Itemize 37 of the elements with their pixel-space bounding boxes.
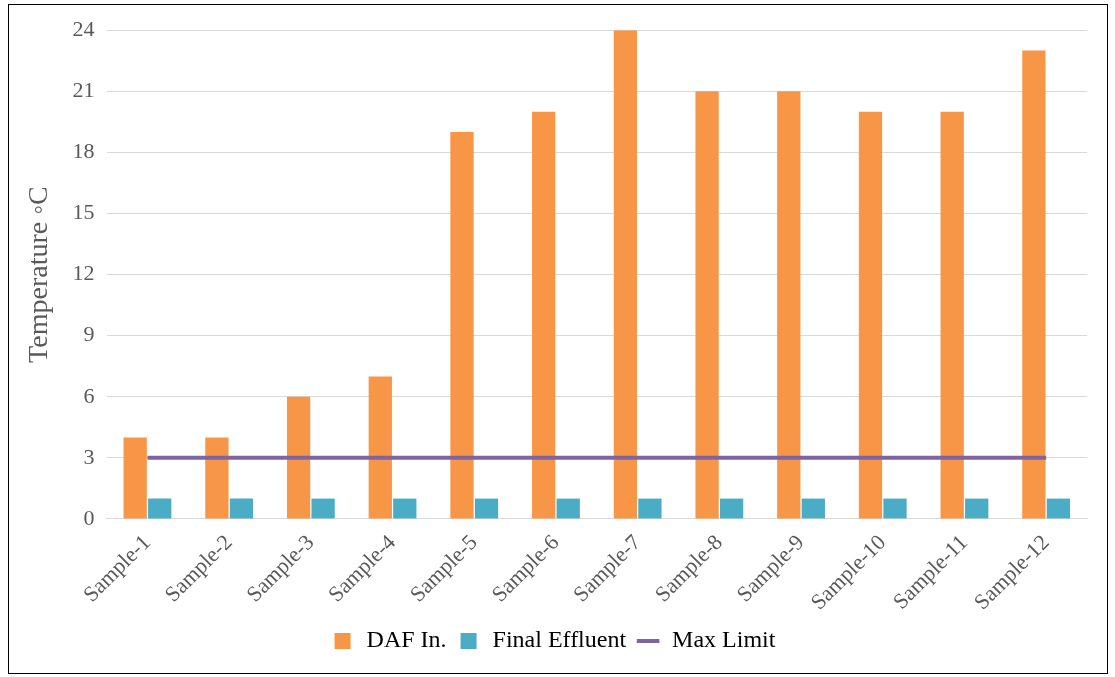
bar — [719, 498, 744, 519]
y-tick-label: 9 — [83, 321, 95, 347]
y-tick-label: 3 — [83, 443, 95, 469]
bar — [1046, 498, 1071, 519]
y-tick-label: 18 — [72, 138, 95, 164]
bar — [1022, 50, 1046, 519]
bar — [286, 396, 311, 519]
bar — [801, 498, 825, 519]
bar — [474, 498, 499, 519]
y-axis-title: Temperature ◦C — [22, 186, 54, 363]
y-tick-label: 15 — [72, 199, 95, 225]
y-tick-label: 0 — [83, 504, 95, 530]
bar — [613, 30, 638, 519]
bar — [556, 498, 580, 519]
bar — [695, 91, 719, 519]
bar — [311, 498, 335, 519]
bar — [532, 111, 556, 519]
bar — [940, 111, 964, 519]
bar — [858, 111, 883, 519]
y-tick-label: 6 — [83, 382, 95, 408]
bar — [148, 498, 172, 519]
legend-label: Max Limit — [672, 626, 776, 653]
bar — [229, 498, 254, 519]
y-tick-label: 21 — [72, 77, 95, 103]
bar — [450, 132, 474, 519]
bar — [965, 498, 989, 519]
bar — [638, 498, 662, 519]
bar — [777, 91, 801, 519]
bar — [205, 437, 229, 519]
bar — [368, 376, 392, 519]
bar — [883, 498, 907, 519]
bar — [393, 498, 417, 519]
legend-label: Final Effluent — [492, 626, 627, 653]
legend-label: DAF In. — [366, 626, 447, 653]
bar — [123, 437, 147, 519]
y-tick-label: 12 — [72, 260, 95, 286]
y-tick-label: 24 — [72, 15, 95, 41]
